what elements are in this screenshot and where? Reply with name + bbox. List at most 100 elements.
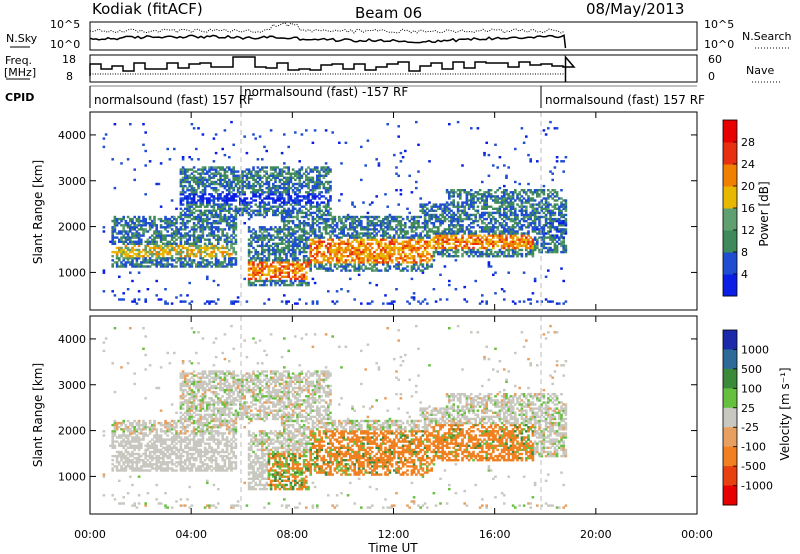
power-cell <box>151 234 154 237</box>
power-cell <box>210 211 213 215</box>
power-cell <box>309 267 312 270</box>
power-cell <box>364 232 367 235</box>
power-cell <box>439 213 442 217</box>
power-cell <box>459 228 462 231</box>
power-cell <box>192 174 196 177</box>
power-cell <box>329 261 332 264</box>
power-cell <box>410 234 414 237</box>
power-cell <box>228 261 231 264</box>
power-cell <box>232 263 235 266</box>
power-cell <box>265 191 268 194</box>
power-cell <box>265 149 268 153</box>
power-cell <box>252 166 255 169</box>
power-cell <box>280 271 284 274</box>
power-cell <box>175 232 178 235</box>
power-cell <box>254 252 257 256</box>
power-cell <box>155 244 158 248</box>
power-cell <box>276 209 279 212</box>
power-cell <box>335 248 339 252</box>
power-cell <box>364 248 367 252</box>
power-cell <box>324 230 328 233</box>
power-cell <box>485 199 488 202</box>
power-cell <box>214 234 218 237</box>
power-cell <box>212 248 216 252</box>
power-cell <box>525 215 528 219</box>
power-cell <box>170 236 174 239</box>
power-cell <box>476 224 480 227</box>
power-cell <box>388 228 392 231</box>
power-cell <box>159 236 163 239</box>
power-cell <box>210 250 213 254</box>
power-cell <box>492 215 495 219</box>
power-cell <box>529 158 532 161</box>
power-cell <box>245 176 249 179</box>
power-cell <box>210 252 213 256</box>
power-cell <box>335 246 339 250</box>
power-cell <box>280 230 284 233</box>
power-cell <box>177 228 180 231</box>
power-cell <box>228 182 231 186</box>
power-cell <box>298 178 301 182</box>
power-cell <box>492 217 495 221</box>
power-cell <box>159 226 163 229</box>
power-cell <box>210 242 213 245</box>
power-cell <box>494 207 497 210</box>
power-cell <box>245 178 249 182</box>
power-cell <box>505 244 508 248</box>
power-cell <box>456 201 460 204</box>
power-cell <box>362 201 365 204</box>
power-cell <box>126 215 130 219</box>
power-cell <box>184 191 187 194</box>
power-cell <box>476 211 480 215</box>
power-cell <box>423 226 427 229</box>
power-cell <box>118 275 121 278</box>
power-cell <box>351 224 354 227</box>
power-cell <box>448 193 451 196</box>
power-cell <box>175 242 178 245</box>
power-cell <box>219 178 222 182</box>
power-cell <box>285 265 288 268</box>
power-cell <box>538 201 541 204</box>
power-cell <box>162 250 165 254</box>
power-cell <box>263 255 266 258</box>
power-cell <box>318 228 321 231</box>
power-cell <box>511 207 515 210</box>
power-cell <box>377 261 381 264</box>
power-cell <box>232 257 235 260</box>
power-cell <box>296 265 299 268</box>
power-cell <box>113 236 117 239</box>
power-cell <box>335 250 339 254</box>
power-cell <box>388 248 392 252</box>
power-cell <box>419 232 422 235</box>
power-cell <box>390 215 394 219</box>
power-cell <box>320 232 323 235</box>
power-cell <box>454 244 458 248</box>
power-cell <box>329 217 332 221</box>
power-cell <box>494 242 497 245</box>
cpid-segment-2: normalsound (fast) -157 RF <box>244 85 408 99</box>
power-cell <box>162 219 165 223</box>
power-cell <box>410 277 414 281</box>
power-cell <box>272 205 275 208</box>
power-cell <box>146 240 150 243</box>
power-cell <box>430 265 433 268</box>
power-cell <box>439 252 442 256</box>
power-cell <box>217 219 220 223</box>
power-cell <box>162 255 165 258</box>
power-cell <box>285 172 288 175</box>
power-cell <box>210 255 213 258</box>
power-cell <box>236 176 240 179</box>
power-cell <box>265 213 268 217</box>
power-cell <box>426 257 429 260</box>
power-cell <box>311 226 315 229</box>
power-cell <box>505 230 508 233</box>
power-cell <box>142 257 145 260</box>
power-cell <box>228 186 231 190</box>
power-cell <box>393 300 396 303</box>
power-cell <box>408 248 411 252</box>
power-cell <box>278 195 282 198</box>
power-cell <box>241 180 244 184</box>
power-cell <box>272 238 275 241</box>
power-cell <box>472 203 475 206</box>
power-cell <box>496 255 499 258</box>
